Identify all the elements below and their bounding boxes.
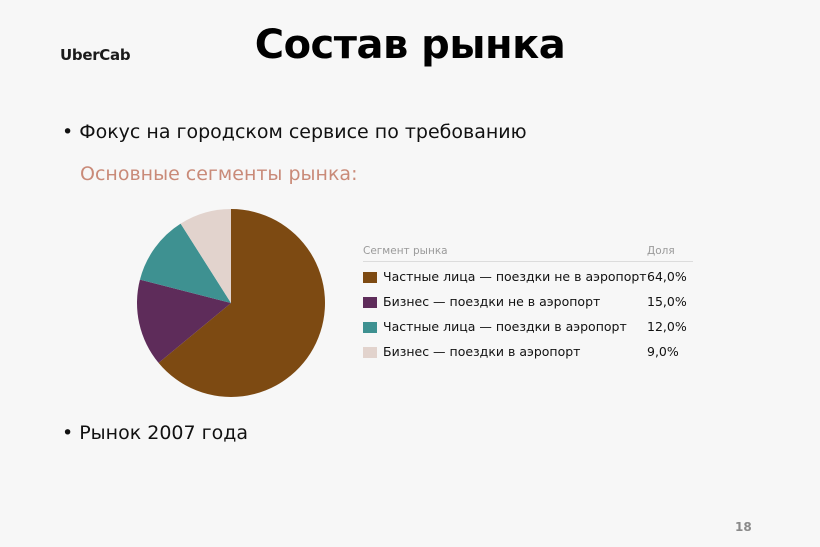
bullet-market: • Рынок 2007 года xyxy=(62,422,248,444)
chart-subtitle: Основные сегменты рынка: xyxy=(80,163,358,185)
legend-row: Бизнес — поездки в аэропорт 9,0% xyxy=(363,337,693,362)
legend-header-segment: Сегмент рынка xyxy=(363,245,448,257)
pie-chart-svg xyxy=(137,209,326,397)
logo: UberCab xyxy=(60,46,131,64)
legend-rows: Частные лица — поездки не в аэропорт 64,0… xyxy=(363,262,693,362)
legend-swatch xyxy=(363,322,377,333)
legend-swatch xyxy=(363,347,377,358)
legend-share: 15,0% xyxy=(647,294,687,309)
legend-label: Частные лица — поездки в аэропорт xyxy=(383,319,627,334)
pie-slice-4 xyxy=(180,209,231,303)
pie-slice-1 xyxy=(158,209,326,397)
legend-share: 9,0% xyxy=(647,344,679,359)
legend-label: Частные лица — поездки не в аэропорт xyxy=(383,269,647,284)
legend-share: 64,0% xyxy=(647,269,687,284)
pie-slice-3 xyxy=(139,223,231,303)
legend-row: Бизнес — поездки не в аэропорт 15,0% xyxy=(363,287,693,312)
legend-swatch xyxy=(363,272,377,283)
legend-table: Сегмент рынка Доля Частные лица — поездк… xyxy=(363,244,693,362)
pie-slice-2 xyxy=(137,279,231,363)
legend-header-share: Доля xyxy=(647,245,675,257)
page-number: 18 xyxy=(735,520,752,534)
bullet-market-text: Рынок 2007 года xyxy=(79,422,249,444)
legend-header: Сегмент рынка Доля xyxy=(363,244,693,262)
bullet-dot: • xyxy=(62,121,74,143)
bullet-dot: • xyxy=(62,422,74,444)
legend-row: Частные лица — поездки в аэропорт 12,0% xyxy=(363,312,693,337)
pie-chart xyxy=(133,205,329,401)
slide-title: Состав рынка xyxy=(254,22,566,68)
legend-row: Частные лица — поездки не в аэропорт 64,0… xyxy=(363,262,693,287)
legend-share: 12,0% xyxy=(647,319,687,334)
legend-swatch xyxy=(363,297,377,308)
bullet-focus-text: Фокус на городском сервисе по требованию xyxy=(79,121,527,143)
legend-label: Бизнес — поездки не в аэропорт xyxy=(383,294,601,309)
legend-label: Бизнес — поездки в аэропорт xyxy=(383,344,581,359)
bullet-focus: • Фокус на городском сервисе по требовани… xyxy=(62,121,527,143)
